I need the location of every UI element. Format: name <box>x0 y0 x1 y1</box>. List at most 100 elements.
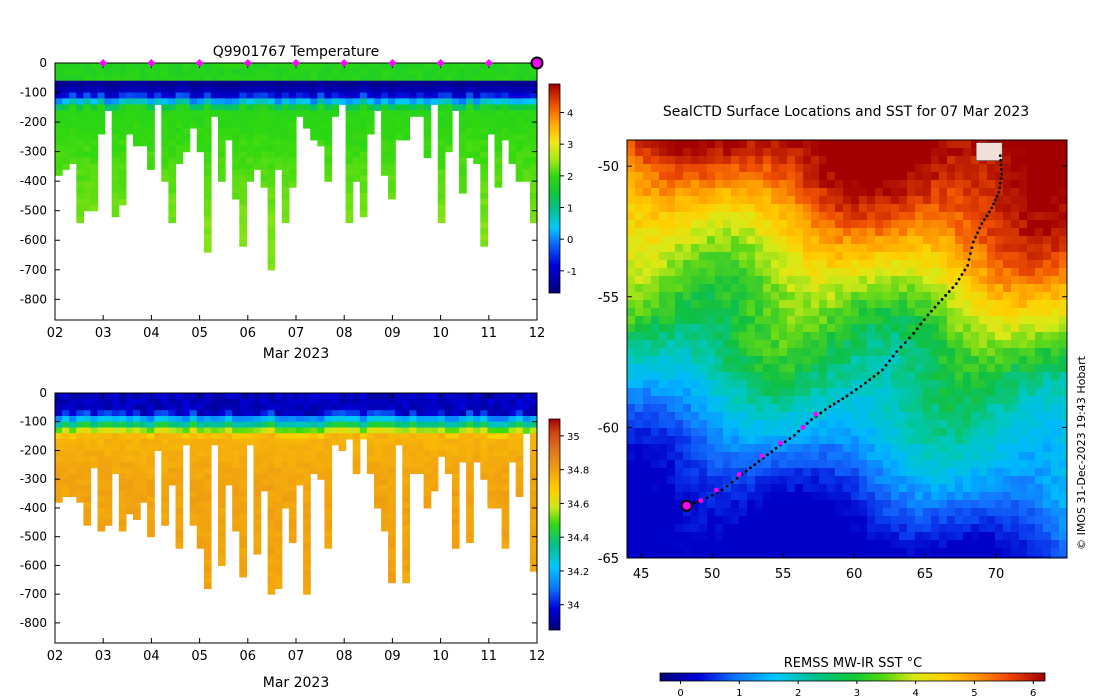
profile-cell <box>324 410 333 417</box>
profile-cell <box>281 116 290 123</box>
profile-cell <box>402 122 410 129</box>
sst-cell <box>699 204 708 213</box>
sst-cell <box>971 172 980 181</box>
profile-cell <box>239 571 247 578</box>
sst-cell <box>667 332 676 341</box>
profile-cell <box>437 433 446 440</box>
profile-cell <box>55 490 63 497</box>
sst-cell <box>635 404 644 413</box>
profile-cell <box>423 398 432 405</box>
profile-cell <box>232 513 240 520</box>
sst-cell <box>1035 444 1044 453</box>
sst-cell <box>835 196 844 205</box>
sst-cell <box>699 236 708 245</box>
sst-cell <box>731 212 740 221</box>
profile-cell <box>338 439 347 446</box>
profile-cell <box>260 122 269 129</box>
sst-cell <box>883 228 892 237</box>
sst-cell <box>659 324 668 333</box>
sst-cell <box>987 260 996 269</box>
sst-cell <box>883 444 892 453</box>
sst-cell <box>995 436 1004 445</box>
profile-cell <box>529 104 537 111</box>
profile-cell <box>466 507 474 515</box>
sst-cell <box>843 380 852 389</box>
profile-cell <box>515 74 524 82</box>
sst-cell <box>923 212 932 221</box>
profile-cell <box>288 502 297 509</box>
profile-cell <box>274 462 283 469</box>
sst-cell <box>931 364 940 373</box>
sst-cell <box>1019 388 1028 397</box>
sst-cell <box>1011 300 1020 309</box>
sst-cell <box>1043 276 1052 285</box>
sst-cell <box>691 196 700 205</box>
sst-cell <box>827 228 836 237</box>
profile-cell <box>529 479 537 486</box>
sst-cell <box>875 196 884 205</box>
profile-cell <box>501 433 510 440</box>
sst-map-title: SealCTD Surface Locations and SST for 07… <box>663 104 1029 120</box>
profile-cell <box>324 139 333 147</box>
profile-cell <box>189 456 198 463</box>
sst-cell <box>827 196 836 205</box>
profile-cell <box>168 133 177 141</box>
profile-cell <box>147 86 155 94</box>
sst-cell <box>691 388 700 397</box>
sst-cell <box>1027 364 1036 373</box>
profile-cell <box>423 502 432 509</box>
sst-cell <box>635 324 644 333</box>
profile-cell <box>274 163 283 170</box>
sst-cell <box>675 196 684 205</box>
sst-cell <box>931 156 940 165</box>
sst-cell <box>859 156 868 165</box>
sst-cell <box>851 436 860 445</box>
sst-cell <box>939 292 948 301</box>
profile-cell <box>352 456 361 463</box>
profile-cell <box>118 139 127 147</box>
sst-cell <box>723 284 732 293</box>
profile-cell <box>90 393 99 400</box>
profile-cell <box>133 80 141 88</box>
profile-cell <box>501 393 510 400</box>
sst-cell <box>971 284 980 293</box>
sst-cell <box>1043 228 1052 237</box>
sst-cell <box>627 332 636 341</box>
profile-cell <box>430 444 439 451</box>
sst-cell <box>643 444 652 453</box>
profile-cell <box>168 450 177 457</box>
sst-cell <box>1011 204 1020 213</box>
profile-cell <box>409 410 418 417</box>
profile-cell <box>225 393 233 400</box>
profile-cell <box>203 86 212 94</box>
sst-cell <box>939 260 948 269</box>
profile-cell <box>359 210 368 218</box>
profile-cell <box>83 122 92 129</box>
sst-cell <box>683 252 692 261</box>
sst-cell <box>995 268 1004 277</box>
sst-cell <box>979 300 988 309</box>
profile-cell <box>317 80 325 88</box>
profile-cell <box>480 210 488 218</box>
profile-cell <box>501 80 510 88</box>
sst-cell <box>795 172 804 181</box>
profile-cell <box>76 110 84 117</box>
profile-cell <box>480 63 488 70</box>
sst-cell <box>1019 276 1028 285</box>
sst-cell <box>819 292 828 301</box>
sst-cell <box>979 204 988 213</box>
profile-cell <box>274 157 283 164</box>
sst-cell <box>1043 372 1052 381</box>
profile-cell <box>97 467 106 474</box>
sst-cell <box>923 452 932 461</box>
sst-cell <box>1059 364 1067 373</box>
sst-cell <box>699 356 708 365</box>
sst-cell <box>955 148 964 157</box>
profile-cell <box>310 444 318 451</box>
sst-cell <box>755 252 764 261</box>
sst-cell <box>811 228 820 237</box>
sst-cell <box>827 220 836 229</box>
sst-cell <box>987 356 996 365</box>
sst-cell <box>995 204 1004 213</box>
sst-cell <box>739 156 748 165</box>
